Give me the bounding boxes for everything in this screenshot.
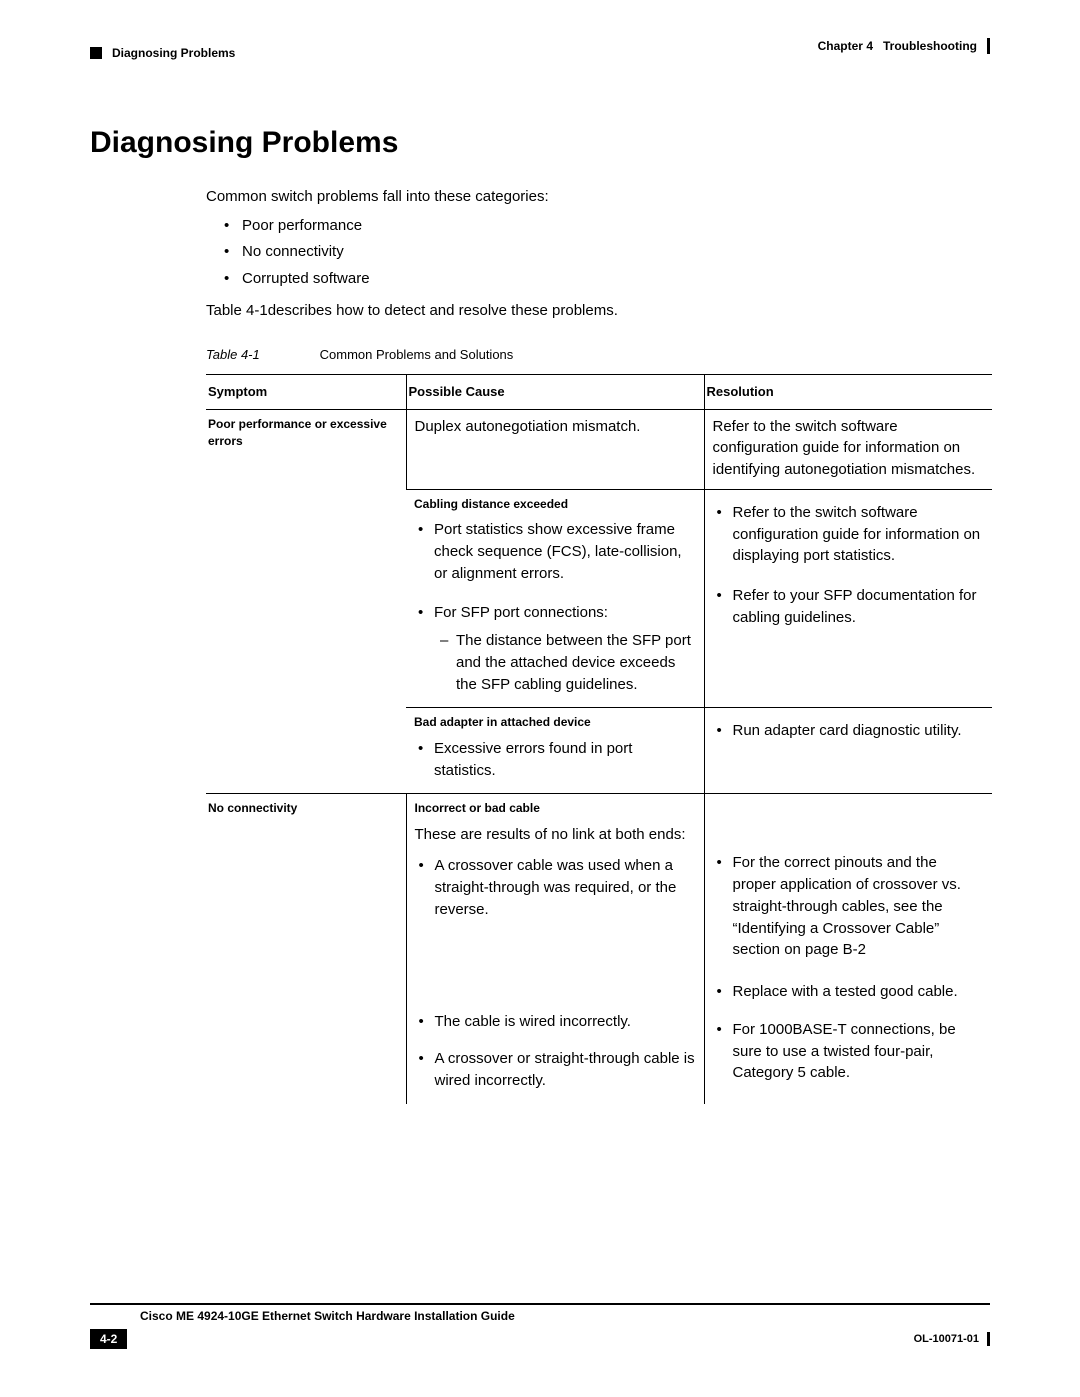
list-item: For the correct pinouts and the proper a… — [713, 852, 985, 961]
table-header-row: Symptom Possible Cause Resolution — [206, 375, 992, 410]
col-cause: Possible Cause — [406, 375, 704, 410]
list-item: Port statistics show excessive frame che… — [414, 519, 696, 584]
header-chapter-label: Chapter 4 — [818, 39, 873, 53]
table-description: Table 4-1describes how to detect and res… — [206, 300, 990, 323]
footer-rule — [90, 1303, 990, 1305]
list-item: The cable is wired incorrectly. — [415, 1011, 696, 1033]
intro-text: Common switch problems fall into these c… — [206, 186, 990, 209]
list-item: Replace with a tested good cable. — [713, 981, 985, 1003]
list-item: For 1000BASE-T connections, be sure to u… — [713, 1019, 985, 1084]
symptom-cell: Poor performance or excessive errors — [206, 409, 406, 794]
page-number: 4-2 — [90, 1329, 127, 1349]
list-item: The distance between the SFP port and th… — [434, 630, 696, 695]
table-caption: Table 4-1 Common Problems and Solutions — [206, 345, 990, 365]
cause-subhead: Cabling distance exceeded — [414, 496, 696, 513]
header-right: Chapter 4 Troubleshooting — [818, 38, 990, 54]
list-item: Corrupted software — [224, 268, 990, 291]
page-title: Diagnosing Problems — [90, 126, 990, 160]
resolution-list: For the correct pinouts and the proper a… — [713, 852, 985, 1084]
cause-list: Excessive errors found in port statistic… — [414, 738, 696, 782]
list-item: No connectivity — [224, 241, 990, 264]
list-item: Refer to your SFP documentation for cabl… — [713, 585, 985, 629]
table-row: Poor performance or excessive errors Dup… — [206, 409, 992, 489]
list-item: Poor performance — [224, 215, 990, 238]
page: Diagnosing Problems Chapter 4 Troublesho… — [0, 0, 1080, 1397]
header-chapter-title: Troubleshooting — [883, 39, 977, 53]
footer-guide-title: Cisco ME 4924-10GE Ethernet Switch Hardw… — [90, 1309, 990, 1323]
footer-doc-id: OL-10071-01 — [914, 1333, 979, 1345]
list-item: For SFP port connections: The distance b… — [414, 602, 696, 695]
table-title: Common Problems and Solutions — [320, 347, 514, 362]
resolution-cell: Run adapter card diagnostic utility. — [704, 708, 992, 794]
category-list: Poor performance No connectivity Corrupt… — [224, 215, 990, 291]
footer-bottom: 4-2 OL-10071-01 — [90, 1329, 990, 1351]
list-item: Refer to the switch software configurati… — [713, 502, 985, 567]
problems-table: Symptom Possible Cause Resolution Poor p… — [206, 374, 992, 1104]
cause-cell: Bad adapter in attached device Excessive… — [406, 708, 704, 794]
list-item: A crossover or straight-through cable is… — [415, 1048, 696, 1092]
header-section: Diagnosing Problems — [112, 46, 235, 60]
cause-subhead: Incorrect or bad cable — [415, 800, 696, 817]
cause-cell: Cabling distance exceeded Port statistic… — [406, 489, 704, 708]
resolution-list: Run adapter card diagnostic utility. — [713, 720, 985, 742]
col-symptom: Symptom — [206, 375, 406, 410]
cause-lead: These are results of no link at both end… — [415, 824, 696, 846]
list-item: A crossover cable was used when a straig… — [415, 855, 696, 920]
table-number: Table 4-1 — [206, 345, 316, 365]
resolution-cell: Refer to the switch software configurati… — [704, 489, 992, 708]
page-footer: Cisco ME 4924-10GE Ethernet Switch Hardw… — [90, 1303, 990, 1351]
cause-subhead: Bad adapter in attached device — [414, 714, 696, 731]
page-header: Diagnosing Problems Chapter 4 Troublesho… — [90, 38, 990, 66]
cause-list: Port statistics show excessive frame che… — [414, 519, 696, 695]
col-resolution: Resolution — [704, 375, 992, 410]
footer-doc: OL-10071-01 — [914, 1332, 990, 1346]
resolution-cell: Refer to the switch software configurati… — [704, 409, 992, 489]
cause-cell: Duplex autonegotiation mismatch. — [406, 409, 704, 489]
table-row: No connectivity Incorrect or bad cable T… — [206, 794, 992, 1104]
list-item-text: For SFP port connections: — [434, 604, 608, 621]
cause-cell: Incorrect or bad cable These are results… — [406, 794, 704, 1104]
header-left: Diagnosing Problems — [90, 46, 235, 60]
header-bar-icon — [987, 38, 990, 54]
cause-sublist: The distance between the SFP port and th… — [434, 630, 696, 695]
list-item: Excessive errors found in port statistic… — [414, 738, 696, 782]
footer-bar-icon — [987, 1332, 990, 1346]
symptom-cell: No connectivity — [206, 794, 406, 1104]
list-item: Run adapter card diagnostic utility. — [713, 720, 985, 742]
resolution-list: Refer to the switch software configurati… — [713, 502, 985, 629]
body: Common switch problems fall into these c… — [206, 186, 990, 1104]
square-icon — [90, 47, 102, 59]
resolution-cell: For the correct pinouts and the proper a… — [704, 794, 992, 1104]
cause-list: A crossover cable was used when a straig… — [415, 855, 696, 1092]
